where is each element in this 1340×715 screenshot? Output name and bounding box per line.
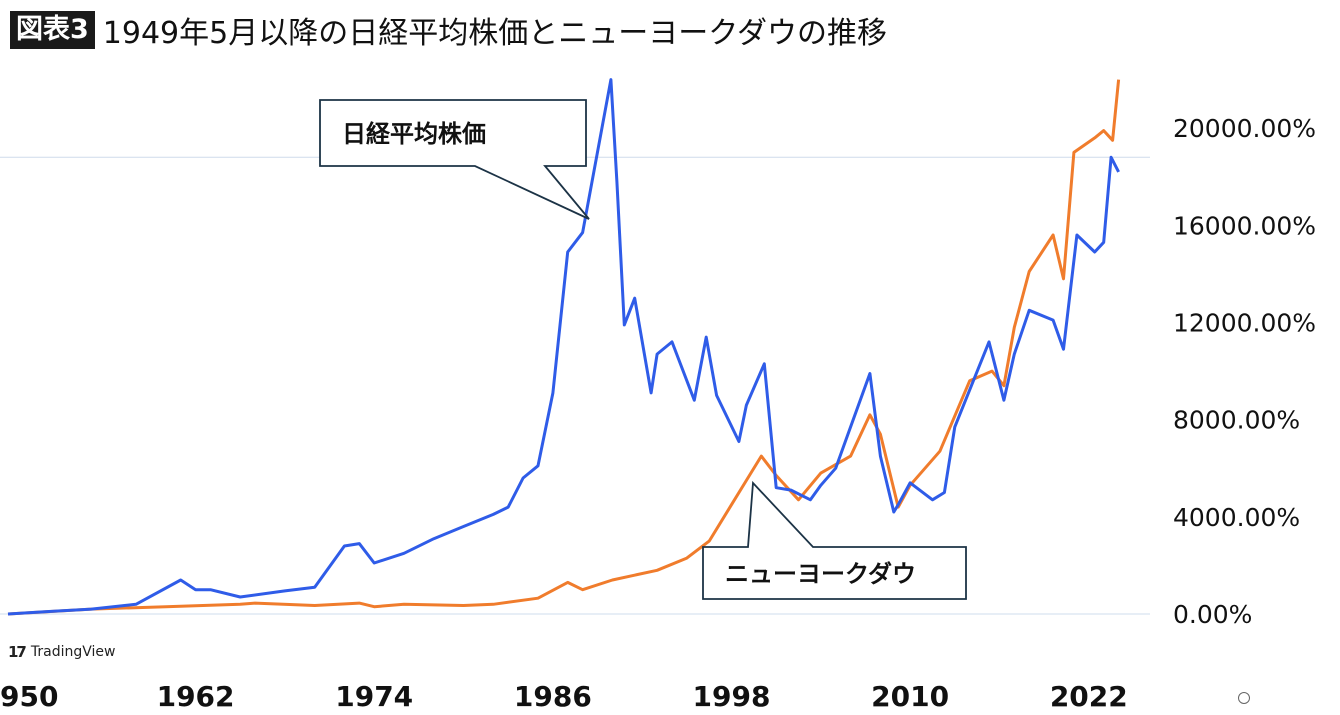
x-tick-label: 2022 [1050, 680, 1128, 713]
y-axis: 20000.00% 16000.00% 12000.00% 8000.00% 4000.… [1173, 114, 1316, 629]
x-tick-label: 1986 [514, 680, 592, 713]
chart-title-block: 図表3 1949年5月以降の日経平均株価とニューヨークダウの推移 [10, 10, 888, 51]
figure-badge: 図表3 [10, 11, 95, 49]
series-layer [7, 78, 1121, 616]
x-tick-label: 2010 [871, 680, 949, 713]
y-tick-label: 12000.00% [1173, 308, 1316, 337]
chart-settings-icon[interactable] [1238, 692, 1250, 704]
tradingview-logo-text: TradingView [30, 644, 116, 660]
nikkei-callout: 日経平均株価 [319, 99, 590, 220]
dow-callout-label: ニューヨークダウ [725, 560, 916, 588]
nikkei-callout-bubble [319, 99, 590, 220]
dow-callout-bubble [702, 480, 967, 600]
x-tick-label: 950 [0, 680, 58, 713]
y-tick-label: 8000.00% [1173, 406, 1300, 435]
dow-callout: ニューヨークダウ [702, 480, 967, 600]
series-line-nikkei [7, 78, 1120, 616]
x-axis: 950 1962 1974 1986 1998 2010 2022 [0, 680, 1128, 713]
y-tick-label: 4000.00% [1173, 503, 1300, 532]
x-tick-label: 1974 [335, 680, 413, 713]
series-line-dow [7, 79, 1121, 616]
chart-title: 1949年5月以降の日経平均株価とニューヨークダウの推移 [102, 16, 888, 51]
tradingview-logo: 17 TradingView [8, 643, 115, 661]
y-tick-label: 16000.00% [1173, 211, 1316, 240]
x-tick-label: 1962 [157, 680, 235, 713]
x-tick-label: 1998 [693, 680, 771, 713]
tradingview-logo-icon: 17 [8, 643, 27, 661]
y-tick-label: 0.00% [1173, 600, 1252, 629]
y-tick-label: 20000.00% [1173, 114, 1316, 143]
nikkei-callout-label: 日経平均株価 [342, 120, 486, 148]
